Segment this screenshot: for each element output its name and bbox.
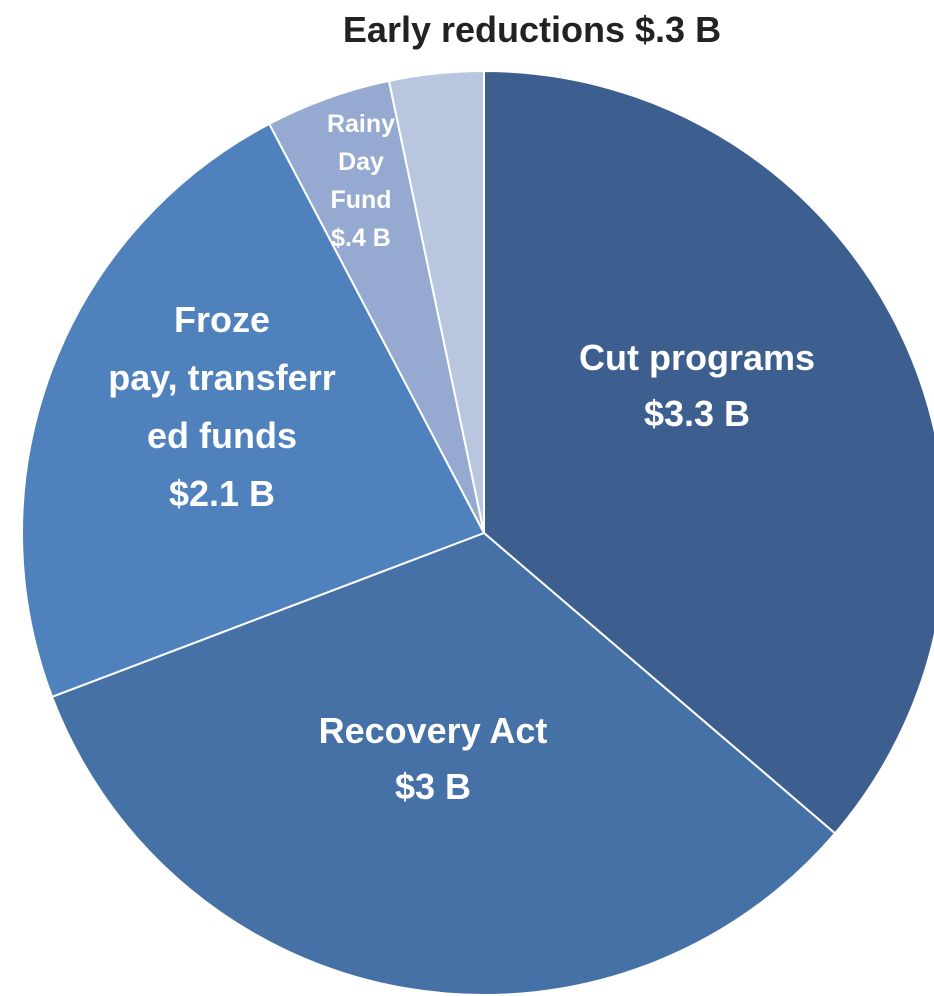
slice-label-0: Cut programs $3.3 B [579,337,815,434]
slice-label-line: pay, transferr [108,357,335,398]
slice-label-4: Early reductions $.3 B [343,9,721,50]
slice-label-line: Froze [174,299,270,340]
slice-label-line: Recovery Act [319,710,548,751]
slice-label-line: Day [338,148,384,176]
pie-slice-0 [483,69,934,835]
pie-slice-4 [387,69,485,534]
slice-label-line: $3 B [395,766,471,807]
pie-slices [21,69,934,996]
slice-label-line: ed funds [147,415,297,456]
slice-label-line: Rainy [327,110,395,138]
slice-label-1: Recovery Act $3 B [319,710,548,807]
pie-labels: Cut programs $3.3 B Recovery Act $3 B Froze p… [108,9,815,807]
slice-label-line: $3.3 B [644,393,750,434]
pie-slice-1 [50,531,837,996]
slice-label-3: Rainy Day Fund $.4 B [327,110,395,252]
slice-label-line: Fund [330,186,391,214]
slice-label-line: $.4 B [331,224,391,252]
slice-label-line: Cut programs [579,337,815,378]
slice-label-line: $2.1 B [169,473,275,514]
slice-label-2: Froze pay, transferr ed funds $2.1 B [108,299,335,514]
slice-label-line: Early reductions $.3 B [343,9,721,50]
pie-slice-2 [21,122,486,699]
